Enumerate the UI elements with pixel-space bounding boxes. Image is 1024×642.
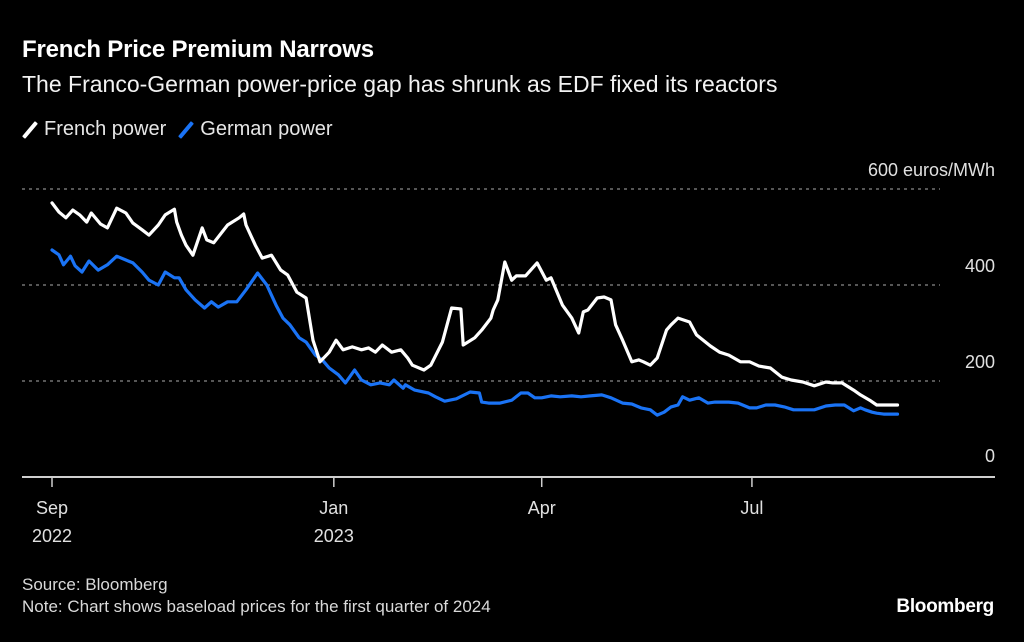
footer-notes: Source: Bloomberg Note: Chart shows base… [22,574,491,618]
chart-subtitle: The Franco-German power-price gap has sh… [22,71,778,97]
y-axis-labels: 0 200 400 600 euros/MWh [868,160,995,466]
x-tick-label: Jul [740,498,763,518]
series-line-french-power [50,201,900,407]
legend: French power German power [22,118,345,141]
x-tick-sublabel: 2023 [314,526,354,546]
source-note: Source: Bloomberg [22,575,168,594]
x-tick-label: Sep [36,498,68,518]
legend-item-german: German power [178,118,333,141]
x-tick-label: Jan [319,498,348,518]
x-axis-ticks: Sep 2022 Jan 2023 Apr Jul [32,477,763,546]
chart-note: Note: Chart shows baseload prices for th… [22,597,491,616]
y-tick-label: 0 [985,446,995,466]
y-tick-label: 200 [965,352,995,372]
x-tick-sublabel: 2022 [32,526,72,546]
legend-item-french: French power [22,118,166,141]
chart-title: French Price Premium Narrows [22,36,374,63]
legend-label-french: French power [44,118,167,140]
series-lines [50,201,900,417]
series-line-german-power [50,248,900,417]
y-tick-label: 400 [965,256,995,276]
gridlines [22,188,940,382]
y-tick-label: 600 euros/MWh [868,160,995,180]
bloomberg-logo: Bloomberg [896,596,994,617]
legend-label-german: German power [200,118,333,140]
x-tick-label: Apr [528,498,556,518]
